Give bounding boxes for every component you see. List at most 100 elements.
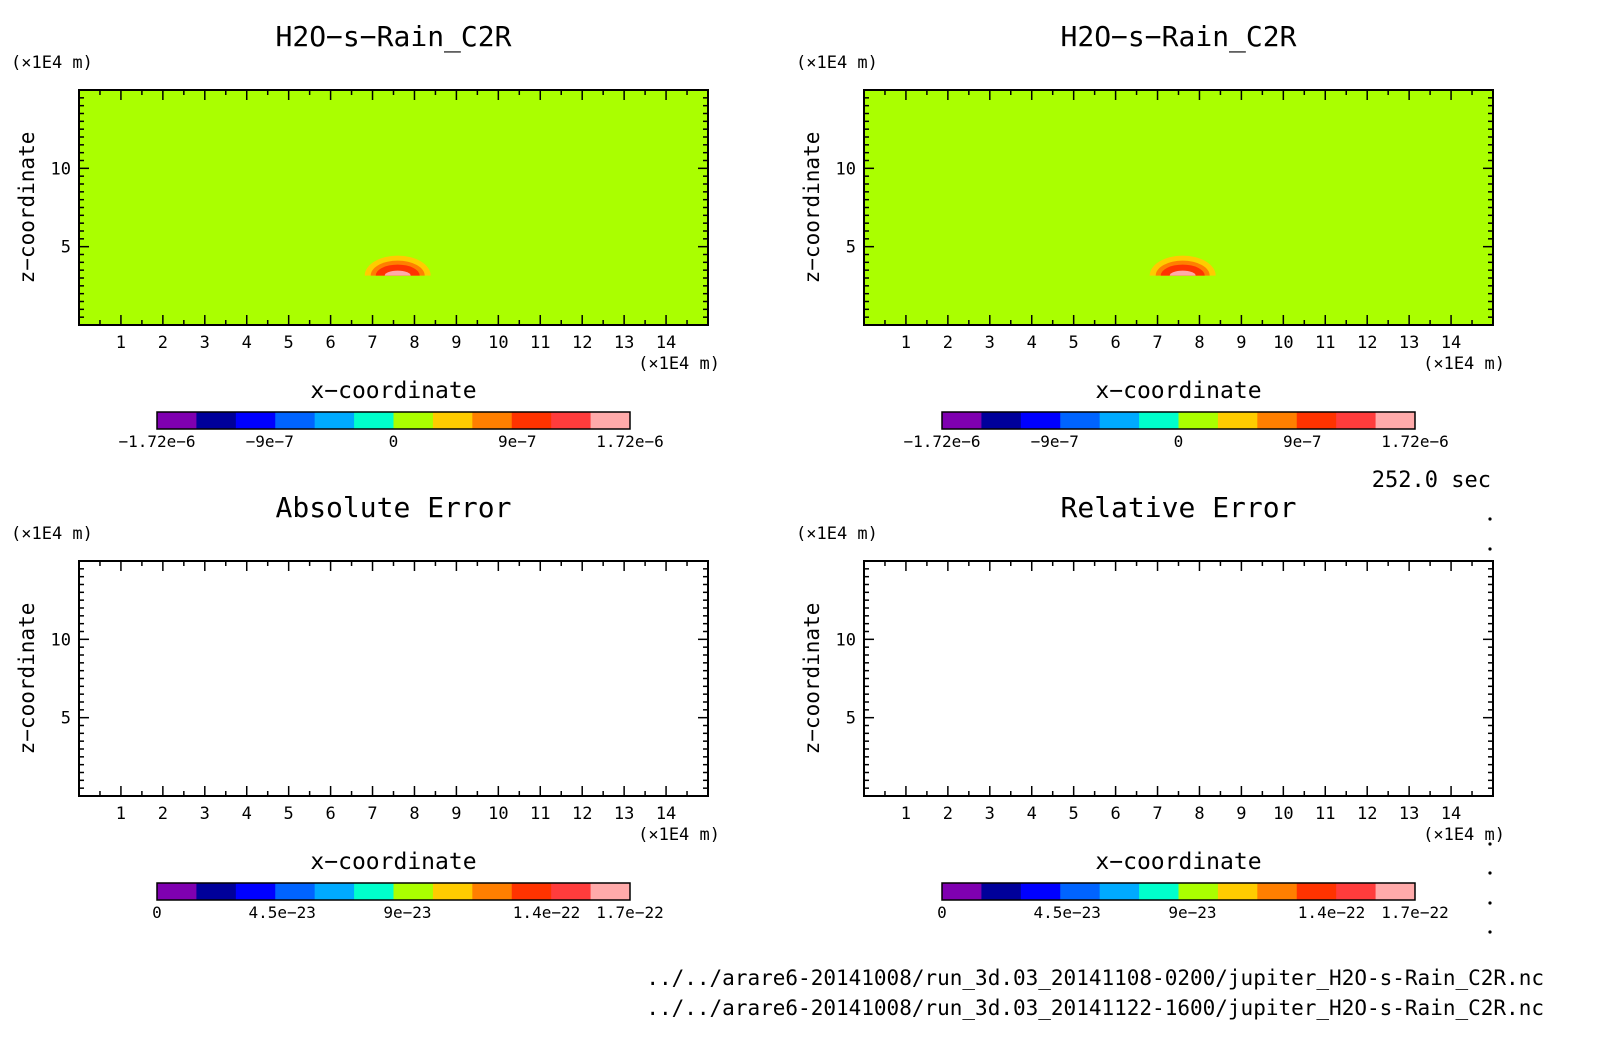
x-tick-label: 10 (488, 333, 508, 353)
colorbar-label: 9e−7 (1283, 432, 1322, 451)
x-tick-label: 7 (1152, 333, 1162, 353)
x-tick-label: 10 (1273, 804, 1293, 824)
y-axis-label: z−coordinate (800, 603, 824, 755)
x-tick-label: 2 (158, 333, 168, 353)
colorbar-segment (472, 412, 513, 429)
time-label: 252.0 sec (1372, 468, 1491, 493)
plot-field (864, 561, 1493, 796)
x-unit-label: (×1E4 m) (1423, 825, 1505, 845)
x-tick-label: 6 (325, 804, 335, 824)
x-tick-label: 13 (1399, 804, 1419, 824)
x-tick-label: 11 (1315, 333, 1335, 353)
rain-contour-level (1169, 270, 1196, 276)
x-tick-label: 9 (451, 333, 461, 353)
colorbar-segment (551, 412, 592, 429)
colorbar-segment (942, 412, 982, 429)
x-tick-label: 1 (116, 333, 126, 353)
colorbar-segment (1336, 412, 1377, 429)
x-tick-label: 13 (614, 333, 634, 353)
x-unit-label: (×1E4 m) (638, 354, 720, 374)
x-tick-label: 12 (572, 333, 592, 353)
colorbar-label: 1.72e−6 (596, 432, 663, 451)
colorbar-frame (941, 882, 1416, 901)
colorbar-segment (393, 883, 434, 900)
x-tick-label: 3 (985, 804, 995, 824)
colorbar-segment (275, 883, 316, 900)
x-axis-label: x−coordinate (1095, 378, 1261, 404)
y-axis-label: z−coordinate (800, 132, 824, 284)
chart-panel-3: Absolute Error(×1E4 m)1 2 3 4 5 6 7 8 9 10 11 12 13 1… (11, 491, 720, 922)
colorbar-segment (942, 883, 982, 900)
y-tick-label: 5 (846, 238, 856, 258)
marker-dot (1488, 842, 1492, 846)
colorbar-label: 0 (152, 903, 162, 922)
y-unit-label: (×1E4 m) (11, 524, 93, 544)
x-tick-label: 14 (656, 804, 676, 824)
colorbar-segment (1217, 883, 1258, 900)
x-tick-label: 11 (1315, 804, 1335, 824)
marker-dot (1488, 901, 1492, 905)
y-tick-label: 10 (836, 159, 856, 179)
colorbar-segment (551, 883, 592, 900)
chart-panel-4: Relative Error(×1E4 m)1 2 3 4 5 6 7 8 9 10 11 12 13 1… (796, 491, 1505, 922)
colorbar-segment (1178, 412, 1219, 429)
x-tick-label: 1 (901, 804, 911, 824)
colorbar-segment (981, 883, 1022, 900)
colorbar-label: 9e−23 (1168, 903, 1216, 922)
colorbar-segment (314, 412, 355, 429)
colorbar-segment (235, 412, 276, 429)
colorbar-segment (354, 883, 394, 900)
chart-title: H2O−s−Rain_C2R (1060, 20, 1296, 54)
y-axis-label: z−coordinate (15, 132, 39, 284)
file-path-1: ../../arare6-20141008/run_3d.03_20141108… (646, 966, 1544, 990)
x-tick-label: 2 (158, 804, 168, 824)
colorbar-label: 0 (937, 903, 947, 922)
colorbar-segment (1060, 883, 1101, 900)
colorbar-label: −9e−7 (246, 432, 294, 451)
colorbar-segment (196, 412, 237, 429)
x-tick-label: 5 (284, 333, 294, 353)
y-unit-label: (×1E4 m) (11, 53, 93, 73)
x-tick-label: 4 (242, 333, 252, 353)
colorbar-label: −1.72e−6 (118, 432, 195, 451)
colorbar-segment (275, 412, 316, 429)
y-axis-label: z−coordinate (15, 603, 39, 755)
colorbar-label: −1.72e−6 (903, 432, 980, 451)
colorbar-segment (1296, 412, 1337, 429)
y-tick-label: 10 (51, 630, 71, 650)
colorbar-segment (1257, 883, 1298, 900)
colorbar-segment (235, 883, 276, 900)
x-tick-label: 11 (530, 333, 550, 353)
colorbar-segment (354, 412, 394, 429)
y-unit-label: (×1E4 m) (796, 53, 878, 73)
x-axis-label: x−coordinate (310, 378, 476, 404)
x-tick-label: 11 (530, 804, 550, 824)
y-tick-label: 10 (51, 159, 71, 179)
x-tick-label: 8 (1194, 804, 1204, 824)
rain-contour-level (1160, 264, 1205, 276)
colorbar-label: 4.5e−23 (1033, 903, 1100, 922)
colorbar-segment (590, 412, 631, 429)
marker-dot (1488, 547, 1492, 551)
x-tick-label: 2 (943, 333, 953, 353)
x-tick-label: 1 (116, 804, 126, 824)
x-tick-label: 13 (614, 804, 634, 824)
colorbar-label: 1.4e−22 (513, 903, 580, 922)
y-tick-label: 5 (61, 709, 71, 729)
colorbar-segment (981, 412, 1022, 429)
x-tick-label: 2 (943, 804, 953, 824)
plot-field (864, 90, 1493, 325)
colorbar-frame (156, 882, 631, 901)
x-tick-label: 13 (1399, 333, 1419, 353)
chart-title: H2O−s−Rain_C2R (275, 20, 511, 54)
x-tick-label: 3 (200, 804, 210, 824)
x-tick-label: 9 (1236, 333, 1246, 353)
chart-panel-1: H2O−s−Rain_C2R(×1E4 m)1 2 3 4 5 6 7 8 9 10 11 12 13 1… (11, 20, 720, 451)
x-unit-label: (×1E4 m) (638, 825, 720, 845)
colorbar-segment (1060, 412, 1101, 429)
colorbar-label: 0 (1174, 432, 1184, 451)
colorbar-segment (590, 883, 631, 900)
x-tick-label: 5 (1069, 804, 1079, 824)
colorbar-label: 1.4e−22 (1298, 903, 1365, 922)
colorbar-label: −9e−7 (1031, 432, 1079, 451)
